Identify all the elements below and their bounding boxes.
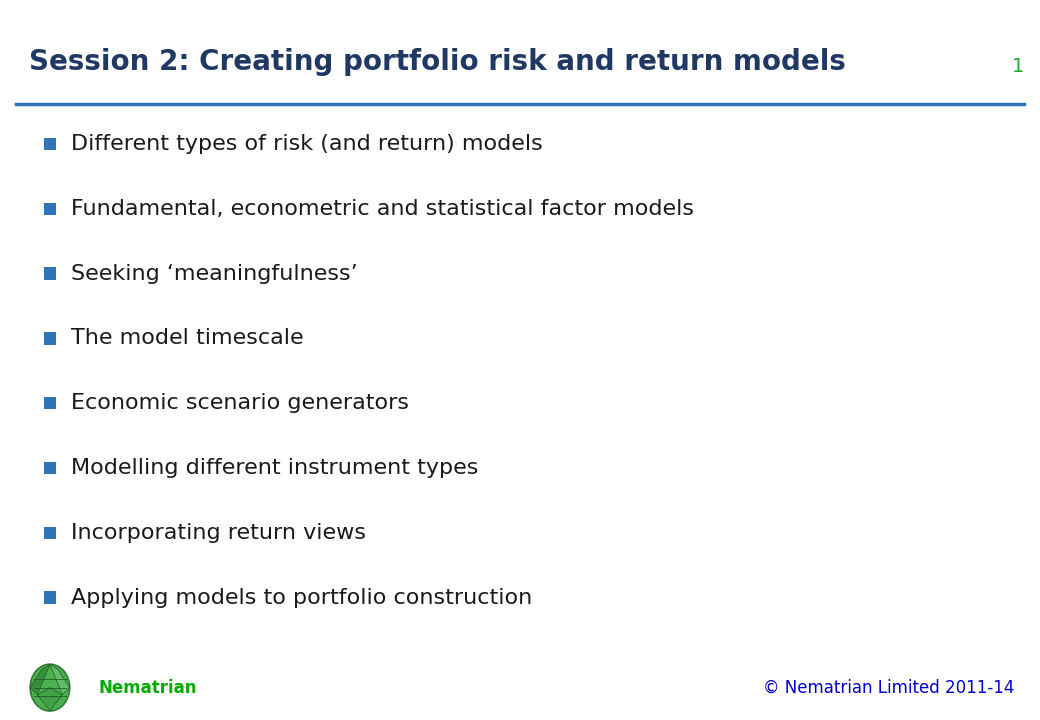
FancyBboxPatch shape xyxy=(44,591,56,604)
FancyBboxPatch shape xyxy=(44,202,56,215)
Text: © Nematrian Limited 2011-14: © Nematrian Limited 2011-14 xyxy=(762,678,1014,697)
Polygon shape xyxy=(37,688,62,711)
Text: Applying models to portfolio construction: Applying models to portfolio constructio… xyxy=(71,588,532,608)
FancyBboxPatch shape xyxy=(44,332,56,345)
Text: Fundamental, econometric and statistical factor models: Fundamental, econometric and statistical… xyxy=(71,199,694,219)
Polygon shape xyxy=(50,665,70,695)
Text: Nematrian: Nematrian xyxy=(99,678,198,697)
FancyBboxPatch shape xyxy=(44,267,56,280)
FancyBboxPatch shape xyxy=(44,526,56,539)
FancyBboxPatch shape xyxy=(44,138,56,150)
Text: Seeking ‘meaningfulness’: Seeking ‘meaningfulness’ xyxy=(71,264,358,284)
Ellipse shape xyxy=(30,664,70,711)
Text: The model timescale: The model timescale xyxy=(71,328,304,348)
Text: Modelling different instrument types: Modelling different instrument types xyxy=(71,458,478,478)
Polygon shape xyxy=(30,665,50,695)
Text: Different types of risk (and return) models: Different types of risk (and return) mod… xyxy=(71,134,543,154)
Text: Session 2: Creating portfolio risk and return models: Session 2: Creating portfolio risk and r… xyxy=(29,48,846,76)
FancyBboxPatch shape xyxy=(44,462,56,474)
Text: Incorporating return views: Incorporating return views xyxy=(71,523,366,543)
Text: Economic scenario generators: Economic scenario generators xyxy=(71,393,409,413)
Text: 1: 1 xyxy=(1012,57,1024,76)
FancyBboxPatch shape xyxy=(44,397,56,410)
